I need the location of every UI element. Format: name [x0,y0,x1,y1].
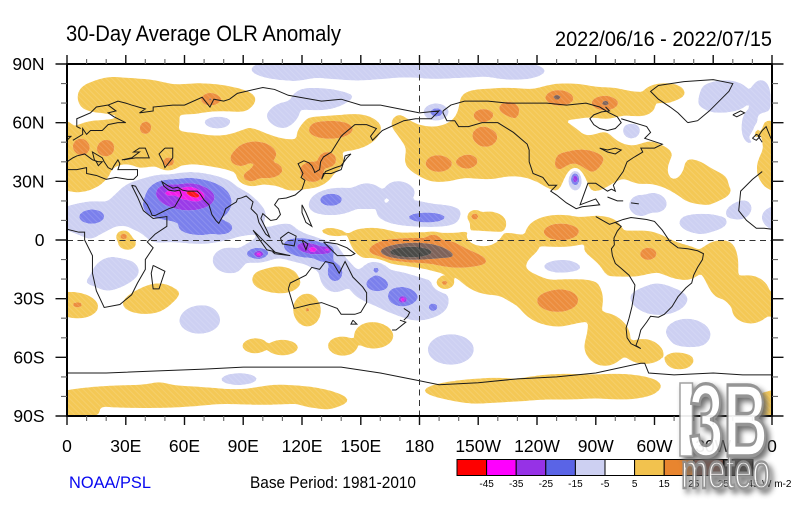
svg-text:90S: 90S [13,406,44,426]
svg-text:0: 0 [35,230,45,250]
svg-text:30S: 30S [13,289,44,309]
svg-text:90N: 90N [12,54,44,74]
svg-text:30-Day Average OLR Anomaly: 30-Day Average OLR Anomaly [66,21,341,46]
svg-text:60W: 60W [637,436,673,456]
svg-text:35: 35 [718,479,730,490]
svg-text:-25: -25 [539,479,554,490]
svg-text:2022/06/16 - 2022/07/15: 2022/06/16 - 2022/07/15 [555,28,772,51]
svg-text:W m-2: W m-2 [762,479,792,490]
svg-text:60N: 60N [12,113,44,133]
svg-text:30N: 30N [12,171,44,191]
svg-text:45: 45 [747,479,759,490]
svg-text:30W: 30W [695,436,731,456]
svg-text:90W: 90W [578,436,614,456]
svg-text:90E: 90E [228,436,259,456]
svg-text:-35: -35 [509,479,524,490]
svg-text:NOAA/PSL: NOAA/PSL [69,474,151,492]
svg-text:-5: -5 [601,479,610,490]
svg-text:0: 0 [767,436,777,456]
svg-text:5: 5 [632,479,638,490]
svg-text:-15: -15 [568,479,583,490]
svg-text:meteo: meteo [681,444,770,498]
svg-text:150W: 150W [455,436,501,456]
svg-text:150E: 150E [340,436,381,456]
svg-text:30E: 30E [110,436,141,456]
svg-text:60E: 60E [169,436,200,456]
svg-text:Base Period: 1981-2010: Base Period: 1981-2010 [250,473,416,492]
svg-text:120E: 120E [282,436,323,456]
svg-text:180: 180 [405,436,434,456]
svg-text:60S: 60S [13,347,44,367]
svg-text:0: 0 [62,436,72,456]
svg-text:3B: 3B [689,363,768,478]
svg-text:25: 25 [688,479,700,490]
svg-text:120W: 120W [514,436,560,456]
svg-text:15: 15 [659,479,671,490]
svg-text:-45: -45 [479,479,494,490]
